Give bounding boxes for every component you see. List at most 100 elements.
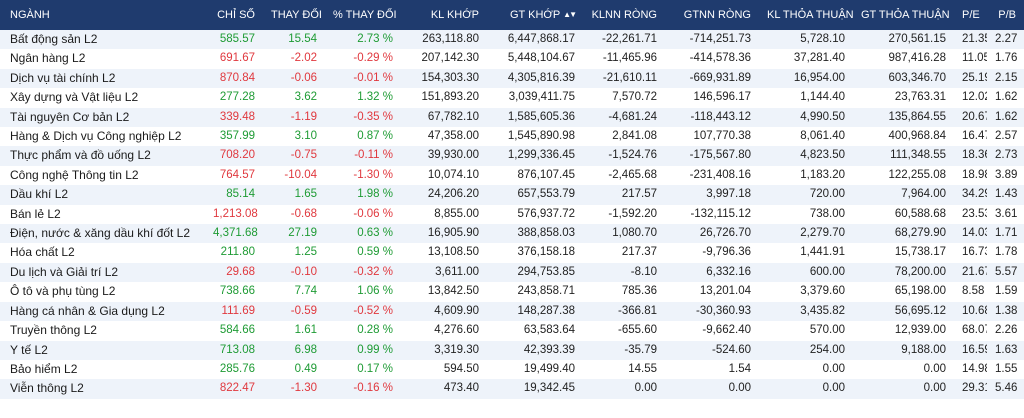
cell-change-percent: 0.28 %: [325, 321, 401, 341]
cell-matched-value: 1,299,336.45: [487, 146, 583, 166]
cell-pe-ratio: 16.59: [954, 340, 987, 360]
cell-deal-volume: 1,144.40: [759, 88, 853, 108]
cell-sector-name[interactable]: Hàng & Dịch vụ Công nghiệp L2: [0, 127, 205, 147]
col-header-label: THAY ĐỔI: [271, 9, 322, 21]
cell-change-percent: 0.63 %: [325, 224, 401, 244]
table-row[interactable]: Thực phẩm và đồ uống L2 708.20 -0.75 -0.11 …: [0, 146, 1024, 166]
cell-foreign-net-value: 146,596.17: [665, 88, 759, 108]
cell-sector-name[interactable]: Hàng cá nhân & Gia dụng L2: [0, 301, 205, 322]
col-header-nganh[interactable]: NGÀNH: [0, 0, 205, 30]
cell-change: 7.74: [263, 282, 325, 302]
cell-change: 1.65: [263, 185, 325, 205]
cell-foreign-net-value: -714,251.73: [665, 30, 759, 50]
table-row[interactable]: Ô tô và phụ tùng L2 738.66 7.74 1.06 % 13,84…: [0, 282, 1024, 302]
cell-matched-value: 19,342.45: [487, 379, 583, 399]
cell-sector-name[interactable]: Du lịch và Giải trí L2: [0, 262, 205, 283]
cell-sector-name[interactable]: Bán lẻ L2: [0, 204, 205, 225]
table-row[interactable]: Hàng & Dịch vụ Công nghiệp L2 357.99 3.10 0…: [0, 127, 1024, 147]
col-header-pe[interactable]: P/E: [954, 0, 987, 30]
cell-pb-ratio: 1.78: [987, 243, 1024, 263]
cell-matched-volume: 16,905.90: [401, 224, 487, 244]
cell-index-value: 29.68: [205, 262, 263, 283]
cell-matched-volume: 10,074.10: [401, 165, 487, 186]
table-row[interactable]: Hóa chất L2 211.80 1.25 0.59 % 13,108.50 376,…: [0, 243, 1024, 263]
table-row[interactable]: Xây dựng và Vật liệu L2 277.28 3.62 1.32 % 1…: [0, 88, 1024, 108]
cell-deal-value: 9,188.00: [853, 340, 954, 360]
cell-sector-name[interactable]: Công nghệ Thông tin L2: [0, 165, 205, 186]
cell-matched-volume: 4,609.90: [401, 301, 487, 322]
cell-pb-ratio: 2.15: [987, 68, 1024, 89]
cell-foreign-net-volume: 217.57: [583, 185, 665, 205]
cell-matched-volume: 47,358.00: [401, 127, 487, 147]
cell-foreign-net-volume: -35.79: [583, 340, 665, 360]
table-row[interactable]: Y tế L2 713.08 6.98 0.99 % 3,319.30 42,393.39…: [0, 340, 1024, 360]
cell-sector-name[interactable]: Hóa chất L2: [0, 243, 205, 263]
col-header-kl-khop[interactable]: KL KHỚP: [401, 0, 487, 30]
table-row[interactable]: Bất động sản L2 585.57 15.54 2.73 % 263,118.…: [0, 30, 1024, 50]
col-header-gtnn-rong[interactable]: GTNN RÒNG: [665, 0, 759, 30]
col-header-thay-doi[interactable]: THAY ĐỔI: [263, 0, 325, 30]
sort-updown-icon[interactable]: ▲▼: [563, 10, 577, 19]
cell-change: -0.10: [263, 262, 325, 283]
cell-pe-ratio: 21.35: [954, 30, 987, 50]
cell-pb-ratio: 5.57: [987, 262, 1024, 283]
cell-foreign-net-volume: -366.81: [583, 301, 665, 322]
cell-pb-ratio: 3.89: [987, 165, 1024, 186]
cell-change: 3.10: [263, 127, 325, 147]
cell-matched-volume: 151,893.20: [401, 88, 487, 108]
table-row[interactable]: Dịch vụ tài chính L2 870.84 -0.06 -0.01 % 15…: [0, 68, 1024, 89]
cell-sector-name[interactable]: Dịch vụ tài chính L2: [0, 68, 205, 89]
col-header-label: KLNN RÒNG: [591, 9, 657, 21]
cell-pe-ratio: 23.53: [954, 204, 987, 225]
table-row[interactable]: Viễn thông L2 822.47 -1.30 -0.16 % 473.40 19,…: [0, 379, 1024, 399]
cell-foreign-net-volume: -1,524.76: [583, 146, 665, 166]
table-row[interactable]: Dầu khí L2 85.14 1.65 1.98 % 24,206.20 657,55…: [0, 185, 1024, 205]
table-row[interactable]: Tài nguyên Cơ bản L2 339.48 -1.19 -0.35 % 67…: [0, 107, 1024, 128]
cell-change-percent: -0.01 %: [325, 68, 401, 89]
cell-change-percent: -0.16 %: [325, 379, 401, 399]
cell-sector-name[interactable]: Thực phẩm và đồ uống L2: [0, 146, 205, 166]
col-header-gt-thoa-thuan[interactable]: GT THỎA THUẬN: [853, 0, 954, 30]
cell-sector-name[interactable]: Truyền thông L2: [0, 321, 205, 341]
table-row[interactable]: Bảo hiểm L2 285.76 0.49 0.17 % 594.50 19,499.…: [0, 359, 1024, 380]
cell-sector-name[interactable]: Xây dựng và Vật liệu L2: [0, 88, 205, 108]
cell-matched-volume: 594.50: [401, 359, 487, 380]
col-header-kl-thoa-thuan[interactable]: KL THỎA THUẬN: [759, 0, 854, 30]
col-header-pb[interactable]: P/B: [987, 0, 1024, 30]
cell-change-percent: 0.59 %: [325, 243, 401, 263]
cell-matched-value: 657,553.79: [487, 185, 583, 205]
col-header-klnn-rong[interactable]: KLNN RÒNG: [583, 0, 665, 30]
cell-sector-name[interactable]: Dầu khí L2: [0, 185, 205, 205]
cell-index-value: 584.66: [205, 321, 263, 341]
cell-change-percent: -0.29 %: [325, 49, 401, 69]
col-header-phan-tram-thay-doi[interactable]: % THAY ĐỔI: [325, 0, 401, 30]
table-row[interactable]: Bán lẻ L2 1,213.08 -0.68 -0.06 % 8,855.00 576…: [0, 204, 1024, 225]
table-row[interactable]: Điện, nước & xăng dầu khí đốt L2 4,371.68…: [0, 224, 1024, 244]
cell-change-percent: -0.11 %: [325, 146, 401, 166]
cell-pe-ratio: 10.68: [954, 301, 987, 322]
cell-sector-name[interactable]: Y tế L2: [0, 340, 205, 360]
table-row[interactable]: Du lịch và Giải trí L2 29.68 -0.10 -0.32 % 3…: [0, 262, 1024, 283]
cell-pe-ratio: 8.58: [954, 282, 987, 302]
cell-sector-name[interactable]: Điện, nước & xăng dầu khí đốt L2: [0, 224, 205, 244]
cell-sector-name[interactable]: Bất động sản L2: [0, 30, 205, 50]
cell-foreign-net-volume: 0.00: [583, 379, 665, 399]
cell-change: -2.02: [263, 49, 325, 69]
cell-sector-name[interactable]: Viễn thông L2: [0, 379, 205, 399]
col-header-chi-so[interactable]: CHỈ SỐ: [205, 0, 263, 30]
col-header-gt-khop[interactable]: GT KHỚP ▲▼: [487, 0, 583, 30]
table-row[interactable]: Ngân hàng L2 691.67 -2.02 -0.29 % 207,142.30…: [0, 49, 1024, 69]
cell-deal-volume: 2,279.70: [759, 224, 853, 244]
cell-sector-name[interactable]: Bảo hiểm L2: [0, 359, 205, 380]
cell-pb-ratio: 5.46: [987, 379, 1024, 399]
cell-index-value: 691.67: [205, 49, 263, 69]
cell-sector-name[interactable]: Tài nguyên Cơ bản L2: [0, 107, 205, 128]
cell-index-value: 211.80: [205, 243, 263, 263]
table-row[interactable]: Hàng cá nhân & Gia dụng L2 111.69 -0.59 -0.…: [0, 301, 1024, 322]
cell-sector-name[interactable]: Ô tô và phụ tùng L2: [0, 282, 205, 302]
cell-pb-ratio: 1.59: [987, 282, 1024, 302]
cell-sector-name[interactable]: Ngân hàng L2: [0, 49, 205, 69]
cell-pe-ratio: 14.98: [954, 359, 987, 380]
table-row[interactable]: Truyền thông L2 584.66 1.61 0.28 % 4,276.60 6…: [0, 321, 1024, 341]
table-row[interactable]: Công nghệ Thông tin L2 764.57 -10.04 -1.30 …: [0, 165, 1024, 186]
